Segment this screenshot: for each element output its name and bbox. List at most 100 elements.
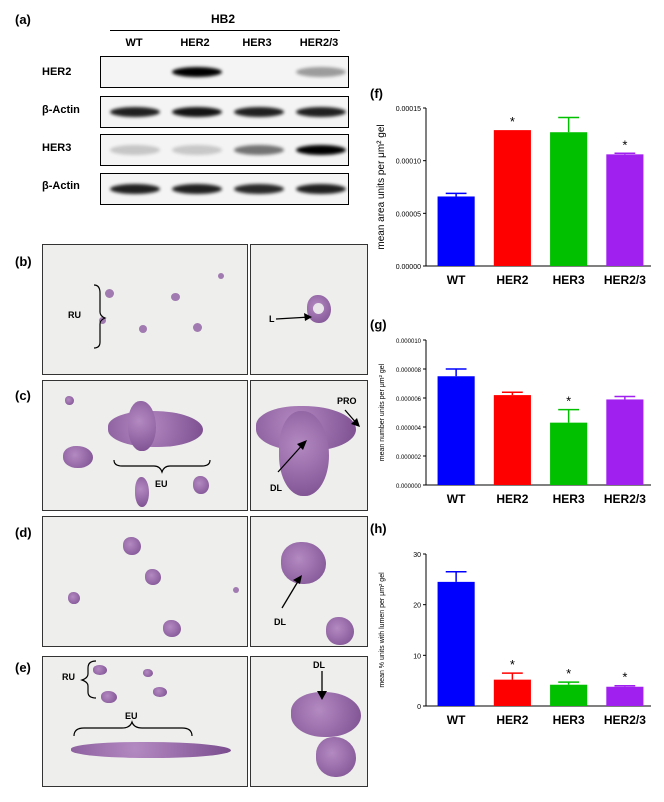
y-tick-label: 0.000000	[396, 484, 422, 490]
micrograph-d-right	[250, 516, 368, 647]
micrograph-c-left	[42, 380, 248, 511]
bar	[437, 376, 475, 485]
x-tick-label: HER2	[496, 713, 528, 727]
blot-title: HB2	[211, 12, 236, 26]
y-tick-label: 0.00005	[396, 211, 421, 218]
micrograph-e-right	[250, 656, 368, 787]
bar	[550, 132, 588, 266]
blot-band	[110, 145, 160, 155]
micrograph-c-right	[250, 380, 368, 511]
panel-label-g: (g)	[370, 317, 387, 332]
blot-band	[296, 107, 346, 117]
y-tick-label: 0.000008	[396, 368, 422, 374]
x-tick-label: HER3	[553, 713, 585, 727]
micrograph-b-left	[42, 244, 248, 375]
significance-star: *	[622, 670, 627, 685]
x-tick-label: WT	[447, 273, 466, 287]
micrograph-b-left-overlay	[93, 284, 107, 349]
blot-band	[296, 67, 346, 77]
blot-band	[296, 184, 346, 194]
panel-label-f: (f)	[370, 86, 383, 101]
label-dl: DL	[270, 483, 282, 493]
bar	[606, 154, 644, 266]
panel-label-a: (a)	[15, 12, 31, 27]
label-pro: PRO	[337, 396, 357, 406]
x-tick-label: HER2	[496, 273, 528, 287]
blot-band	[234, 107, 284, 117]
label-dl-e: DL	[313, 660, 325, 670]
panel-label-h: (h)	[370, 521, 387, 536]
bar	[493, 395, 531, 485]
blot-row-label: HER2	[42, 66, 72, 78]
bar	[437, 196, 475, 266]
micrograph-d-right-overlay	[281, 575, 302, 609]
x-tick-label: HER2	[496, 492, 528, 506]
blot-band	[172, 107, 222, 117]
blot-band	[296, 145, 346, 155]
chart-f: 0.00000 0.00005 0.00010 0.00015 mean area un…	[376, 106, 651, 287]
x-tick-label: HER2/3	[604, 492, 646, 506]
chart-g: 0.000000 0.000002 0.000004 0.000006 0.000008…	[379, 339, 651, 506]
blot-strip	[100, 173, 349, 205]
blot-col-label: HER2/3	[299, 37, 339, 49]
label-ru-e: RU	[62, 672, 75, 682]
blot-strip	[100, 134, 349, 166]
panel-label-c: (c)	[15, 388, 31, 403]
y-axis-label: mean number units per μm² gel	[379, 363, 386, 461]
label-ru: RU	[68, 310, 81, 320]
blot-band	[234, 184, 284, 194]
panel-label-e: (e)	[15, 660, 31, 675]
blot-title-rule	[110, 30, 340, 31]
significance-star: *	[622, 137, 627, 152]
bar	[550, 422, 588, 485]
bar	[606, 399, 644, 485]
y-tick-label: 0.00000	[396, 264, 421, 271]
panel-label-b: (b)	[15, 254, 32, 269]
micrograph-d-left	[42, 516, 248, 647]
blot-band	[234, 145, 284, 155]
significance-star: *	[566, 666, 571, 681]
y-tick-label: 0.000002	[396, 455, 422, 461]
x-tick-label: HER3	[553, 273, 585, 287]
bar	[493, 679, 531, 706]
blot-band	[172, 184, 222, 194]
y-tick-label: 0.000004	[396, 426, 422, 432]
y-tick-label: 0.000010	[396, 339, 422, 345]
y-tick-label: 20	[413, 603, 421, 610]
x-tick-label: HER2/3	[604, 273, 646, 287]
bar	[550, 684, 588, 706]
blot-row-label: HER3	[42, 142, 72, 154]
micrograph-b-right-overlay	[275, 313, 312, 321]
blot-row-label: β-Actin	[42, 180, 80, 192]
x-tick-label: WT	[447, 492, 466, 506]
significance-star: *	[510, 114, 515, 129]
y-tick-label: 0	[417, 704, 421, 711]
y-tick-label: 0.00010	[396, 159, 421, 166]
blot-band	[110, 184, 160, 194]
bar	[606, 686, 644, 706]
blot-band	[172, 67, 222, 77]
y-tick-label: 10	[413, 653, 421, 660]
panel-label-d: (d)	[15, 525, 32, 540]
label-l: L	[269, 314, 275, 324]
significance-star: *	[566, 394, 571, 409]
blot-row-label: β-Actin	[42, 104, 80, 116]
y-tick-label: 30	[413, 552, 421, 559]
blot-col-label: WT	[125, 37, 143, 49]
blot-strip	[100, 96, 349, 128]
blot-col-label: HER2	[180, 37, 210, 49]
blot-col-label: HER3	[242, 37, 272, 49]
blot-band	[110, 107, 160, 117]
label-dl-d: DL	[274, 617, 286, 627]
micrograph-e-left-overlay	[73, 660, 193, 737]
x-tick-label: HER2/3	[604, 713, 646, 727]
micrograph-c-left-overlay	[113, 459, 211, 474]
micrograph-c-right-overlay	[277, 409, 360, 473]
label-eu: EU	[155, 479, 168, 489]
micrograph-e-left	[42, 656, 248, 787]
micrograph-e-right-overlay	[317, 671, 327, 700]
y-tick-label: 0.000006	[396, 397, 422, 403]
y-tick-label: 0.00015	[396, 106, 421, 113]
significance-star: *	[510, 657, 515, 672]
micrograph-b-right	[250, 244, 368, 375]
